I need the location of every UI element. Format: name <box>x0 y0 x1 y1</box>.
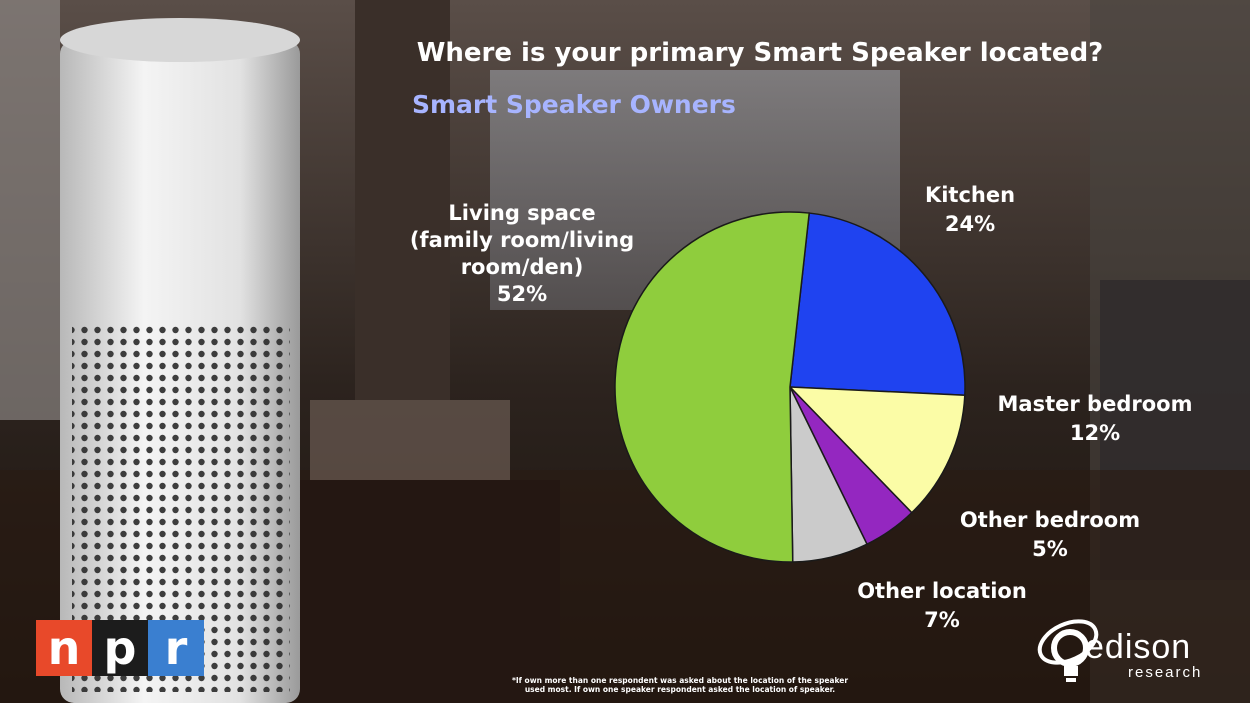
chart-subtitle: Smart Speaker Owners <box>412 90 736 119</box>
slice-value: 24% <box>944 212 996 236</box>
slice-name: Other location <box>857 579 1027 603</box>
edison-logo-sub: research <box>1128 664 1203 681</box>
slice-name-line-2: (family room/living <box>409 228 635 252</box>
slice-name-line-3: room/den) <box>460 255 584 279</box>
npr-logo: n p r <box>36 620 204 676</box>
chart-title: Where is your primary Smart Speaker loca… <box>416 38 1104 68</box>
slice-label-other-location: Other location 7% <box>832 577 1052 635</box>
footnote-line-1: *If own more than one respondent was ask… <box>511 676 849 685</box>
npr-letter-r: r <box>148 620 204 676</box>
slice-name: Kitchen <box>924 183 1016 207</box>
slice-label-master-bedroom: Master bedroom 12% <box>970 390 1220 448</box>
slice-value: 52% <box>496 282 548 306</box>
footnote-line-2: used most. If own one speaker respondent… <box>524 685 836 694</box>
slice-name-line-1: Living space <box>448 201 596 225</box>
slice-name: Master bedroom <box>997 392 1193 416</box>
slice-label-living-space: Living space (family room/living room/de… <box>382 200 662 308</box>
pie-slice-master-bedroom <box>788 386 966 514</box>
npr-letter-n: n <box>36 620 92 676</box>
pie-slice-living-space <box>614 211 811 563</box>
npr-letter-p: p <box>92 620 148 676</box>
footnote: *If own more than one respondent was ask… <box>500 676 860 694</box>
slice-value: 12% <box>1069 421 1121 445</box>
slice-name: Other bedroom <box>959 508 1141 532</box>
pie-slice-kitchen <box>789 212 966 397</box>
slice-value: 7% <box>924 608 960 632</box>
slice-label-kitchen: Kitchen 24% <box>900 181 1040 239</box>
slice-label-other-bedroom: Other bedroom 5% <box>935 506 1165 564</box>
slice-value: 5% <box>1032 537 1068 561</box>
edison-bulb-icon <box>1037 619 1099 682</box>
edison-logo-word: edison <box>1085 628 1192 666</box>
